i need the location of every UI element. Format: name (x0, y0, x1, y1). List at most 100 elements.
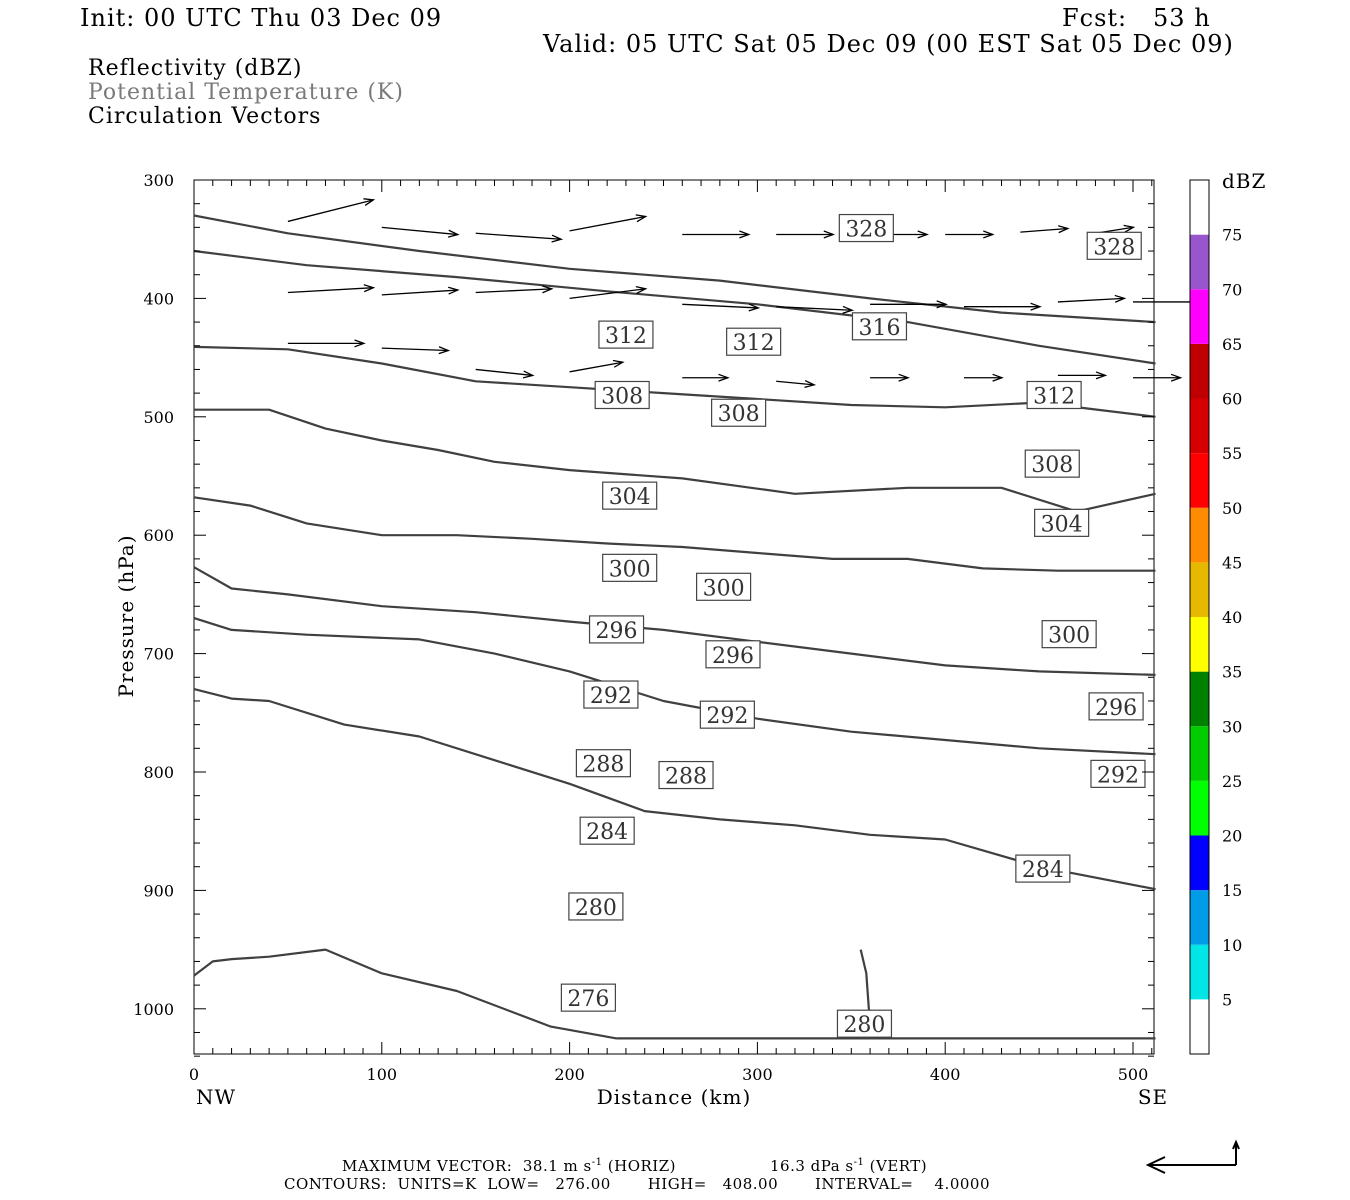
wind-vector (569, 361, 623, 373)
colorbar-level-label: 60 (1222, 390, 1242, 409)
colorbar-swatch (1190, 835, 1209, 891)
y-tick-label: 700 (143, 645, 174, 664)
contour-label-box (1024, 449, 1080, 478)
contour-label: 280 (843, 1013, 885, 1038)
colorbar-swatch (1190, 890, 1209, 945)
wind-vector-head (541, 285, 554, 294)
colorbar-level-label: 55 (1222, 444, 1242, 463)
colorbar-swatch (1190, 617, 1209, 672)
contour-label: 308 (718, 402, 760, 427)
y-axis-title: Pressure (hPa) (114, 535, 138, 698)
wind-vector-head (842, 305, 855, 314)
contour-label-box (1088, 692, 1144, 721)
contour-label: 308 (601, 384, 643, 409)
contour-label-box (602, 481, 658, 510)
isentrope (193, 948, 617, 1040)
colorbar-swatch (1190, 780, 1209, 836)
contour-label-box (699, 700, 755, 729)
contour-label-box (658, 760, 714, 790)
horiz-value: 38.1 m s (522, 1157, 592, 1175)
contour-label: 312 (733, 331, 775, 356)
wind-vector-head (1114, 294, 1127, 303)
contour-label-box (695, 572, 752, 601)
colorbar-level-label: 35 (1222, 663, 1242, 682)
wind-vector-head (438, 346, 451, 355)
contour-label-box (560, 983, 616, 1012)
wind-vector-head (739, 230, 751, 239)
wind-vector (1020, 227, 1068, 233)
se-label: SE (1138, 1085, 1168, 1109)
wind-vector (475, 232, 562, 240)
isentrope (193, 345, 1156, 418)
wind-vector-head (936, 300, 948, 309)
isentrope (193, 214, 1156, 324)
colorbar-swatch (1190, 944, 1209, 1000)
contour-label: 304 (609, 485, 651, 510)
wind-vector (1057, 297, 1125, 303)
field-reflectivity: Reflectivity (dBZ) (88, 56, 303, 81)
plot-border (193, 179, 1155, 1055)
contour-label-box (594, 380, 650, 410)
contour-label-box (726, 327, 782, 356)
colorbar-swatch (1190, 562, 1209, 617)
colorbar-swatch (1190, 234, 1209, 290)
contour-label: 284 (1022, 858, 1064, 883)
vert-vector-line: 16.3 dPa s-1 (VERT) (770, 1157, 927, 1175)
contour-label-box (1090, 759, 1146, 788)
contour-label-box (588, 615, 645, 644)
wind-vector (776, 380, 815, 386)
contour-label: 308 (1031, 453, 1073, 478)
y-tick-label: 600 (143, 526, 174, 545)
contour-labels: 328 328 316 312 312 312 308 308 308 304 304 300 300 3… (560, 213, 1146, 1038)
contour-label-box (1026, 380, 1082, 410)
contour-label: 288 (582, 753, 624, 778)
colorbar-level-label: 40 (1222, 608, 1242, 627)
contour-label: 296 (712, 644, 754, 669)
colorbar-swatch-blank (1190, 999, 1209, 1054)
wind-vector-head (354, 339, 366, 348)
wind-vector-head (917, 230, 929, 239)
contour-label-box (598, 320, 654, 349)
isentrope (193, 566, 1156, 676)
x-axis-title: Distance (km) (597, 1085, 752, 1109)
contour-label-box (602, 553, 658, 582)
colorbar-level-label: 5 (1222, 990, 1232, 1009)
contour-label-box (1041, 620, 1097, 649)
wind-vector-head (448, 286, 460, 295)
wind-vector (776, 306, 853, 311)
wind-vector (381, 289, 458, 296)
x-tick-label: 200 (554, 1065, 585, 1084)
contour-label-box (579, 816, 635, 845)
vert-value: 16.3 dPa s (770, 1157, 854, 1175)
wind-vector-head (983, 230, 995, 239)
contour-label-box (568, 892, 624, 921)
contour-label: 304 (1041, 512, 1083, 537)
colorbar: 5 10 15 20 25 30 35 40 45 50 55 60 65 70 75 (1189, 179, 1242, 1055)
isentrope (193, 249, 1156, 365)
colorbar-level-label: 45 (1222, 553, 1242, 572)
x-tick-label: 500 (1118, 1065, 1149, 1084)
colorbar-swatch (1190, 726, 1209, 781)
contour-label: 296 (596, 619, 638, 644)
wind-vector-head (447, 229, 460, 238)
colorbar-swatch (1190, 453, 1209, 508)
isentrope-lines (193, 214, 1156, 1040)
contour-label-box (705, 640, 761, 669)
contour-label: 328 (845, 218, 887, 243)
wind-vector-head (363, 284, 376, 293)
wind-vector (381, 347, 449, 352)
wind-vector (287, 199, 374, 223)
contour-label: 280 (575, 896, 617, 921)
colorbar-unit: dBZ (1222, 169, 1266, 193)
contour-label: 300 (609, 557, 651, 582)
contours-info: CONTOURS: UNITS=K LOW= 276.00 HIGH= 408.… (284, 1175, 990, 1193)
y-tick-label: 800 (143, 763, 174, 782)
contour-label: 284 (586, 820, 628, 845)
isentrope (859, 949, 872, 1027)
contour-label: 300 (703, 576, 745, 601)
vert-tag: (VERT) (869, 1157, 928, 1175)
contour-label: 312 (605, 324, 647, 349)
contour-label-box (583, 680, 639, 709)
wind-vector-head (804, 379, 817, 389)
x-axis: 0 100 200 300 400 500 (189, 180, 1153, 1084)
